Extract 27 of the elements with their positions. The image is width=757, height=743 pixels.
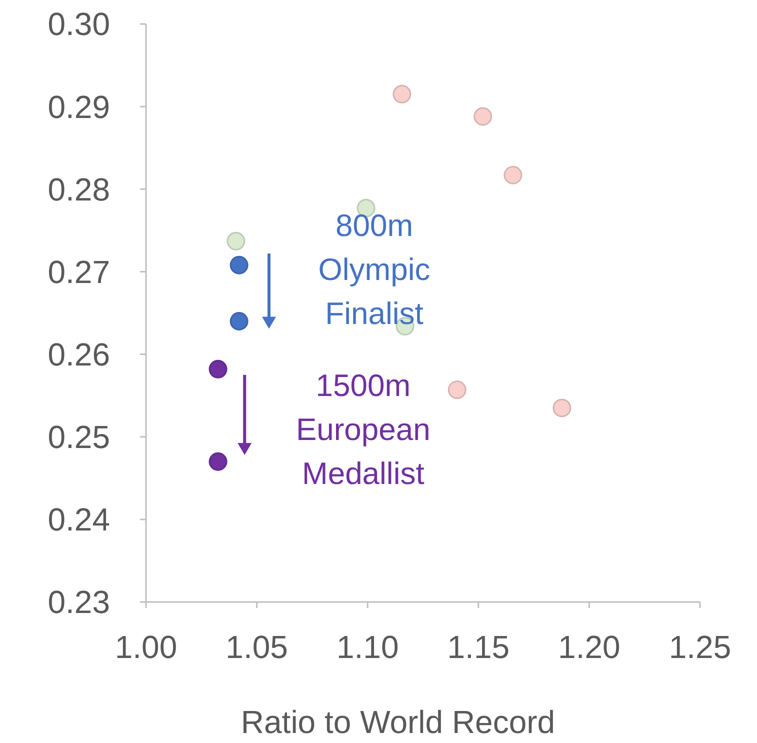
y-tick-label: 0.30 <box>48 6 110 42</box>
point <box>208 452 228 471</box>
x-tick-label: 1.05 <box>226 629 288 665</box>
point <box>208 360 228 378</box>
point <box>504 166 522 184</box>
x-tick-label: 1.20 <box>558 629 620 665</box>
annotation: 800m Olympic Finalist <box>318 208 430 331</box>
y-tick-label: 0.28 <box>48 171 110 208</box>
point <box>392 84 412 104</box>
point <box>230 256 248 274</box>
annotation: 1500m European Medallist <box>296 368 430 491</box>
x-axis-title: Ratio to World Record <box>240 704 556 740</box>
point <box>474 107 492 126</box>
point <box>552 398 572 418</box>
y-tick-label: 0.24 <box>48 502 110 538</box>
y-tick-label: 0.25 <box>48 419 110 456</box>
point <box>448 380 466 400</box>
point <box>226 232 246 250</box>
x-tick-label: 1.00 <box>114 629 178 665</box>
y-tick-label: 0.29 <box>48 88 110 125</box>
x-tick-label: 1.15 <box>447 629 510 665</box>
point <box>230 312 248 331</box>
y-tick-label: 0.27 <box>48 254 110 290</box>
y-tick-label: 0.26 <box>48 336 110 372</box>
y-tick-label: 0.23 <box>48 584 110 620</box>
x-tick-label: 1.10 <box>336 629 399 665</box>
x-tick-label: 1.25 <box>668 629 732 665</box>
